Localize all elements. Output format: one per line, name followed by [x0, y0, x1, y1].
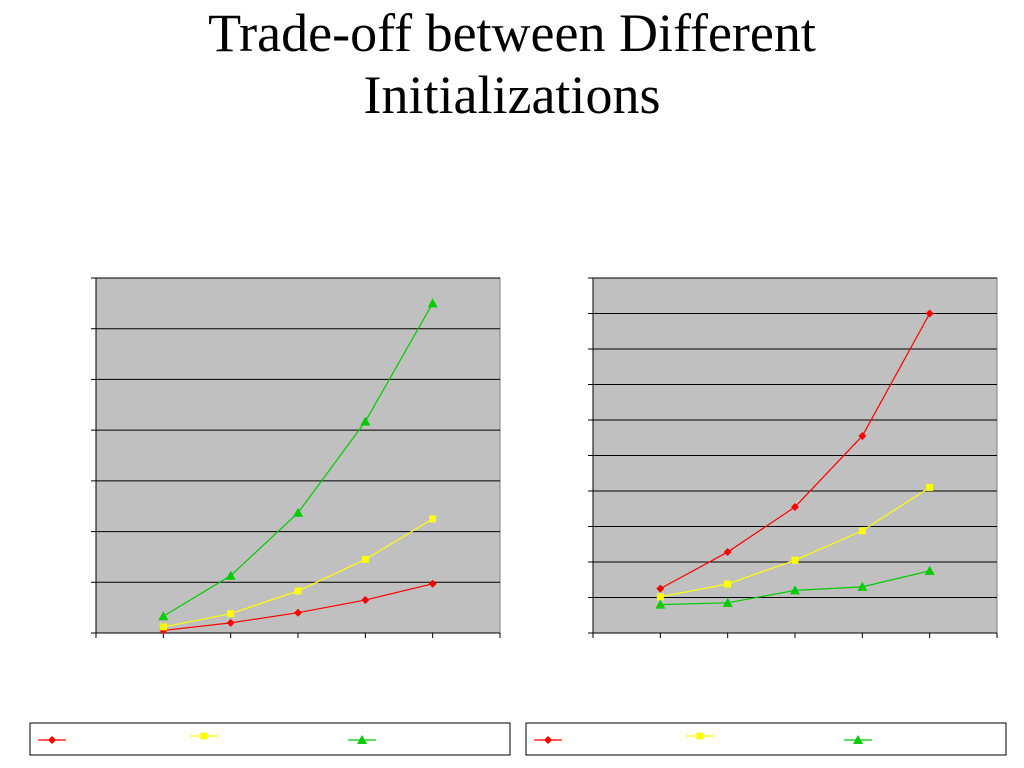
data-point-triangle [293, 507, 303, 517]
data-point-triangle [655, 599, 666, 609]
data-point-square [294, 587, 302, 595]
data-point-diamond [428, 579, 437, 588]
slide-title: Trade-off between Different Initializati… [0, 2, 1024, 126]
slide-title-line-2: Initializations [363, 65, 661, 125]
chart-right [588, 277, 998, 638]
data-point-square [361, 555, 369, 563]
data-point-triangle [360, 416, 371, 426]
data-point-diamond [226, 618, 235, 627]
data-point-square [656, 593, 664, 601]
plot-area [95, 277, 501, 634]
legend-marker-diamond [48, 736, 56, 744]
data-point-square [926, 483, 934, 491]
slide-title-line-1: Trade-off between Different [208, 3, 816, 63]
data-point-triangle [427, 298, 438, 308]
data-point-square [159, 623, 167, 631]
legend-right [525, 722, 1007, 756]
legend-marker-triangle [357, 735, 367, 744]
data-point-diamond [361, 596, 370, 605]
data-point-diamond [858, 431, 867, 440]
data-point-square [858, 527, 866, 535]
data-point-square [724, 580, 732, 588]
chart-left [91, 277, 501, 638]
data-point-diamond [656, 584, 665, 593]
data-point-triangle [790, 585, 800, 595]
legend-marker-diamond [544, 736, 552, 744]
legend-box [525, 722, 1007, 756]
data-point-square [227, 610, 235, 618]
legend-box [29, 722, 511, 756]
legend-marker-square [200, 732, 208, 740]
data-point-triangle [225, 570, 236, 580]
data-point-triangle [924, 565, 935, 575]
data-point-diamond [294, 608, 302, 617]
legend-marker-square [696, 732, 704, 740]
data-point-triangle [158, 611, 169, 621]
data-point-triangle [722, 597, 733, 607]
data-point-diamond [791, 502, 799, 511]
data-point-diamond [723, 548, 732, 557]
data-point-diamond [925, 309, 934, 318]
data-point-triangle [857, 581, 868, 591]
data-point-square [791, 556, 799, 564]
legend-marker-triangle [853, 735, 863, 744]
data-point-square [429, 515, 437, 523]
legend-left [29, 722, 511, 756]
